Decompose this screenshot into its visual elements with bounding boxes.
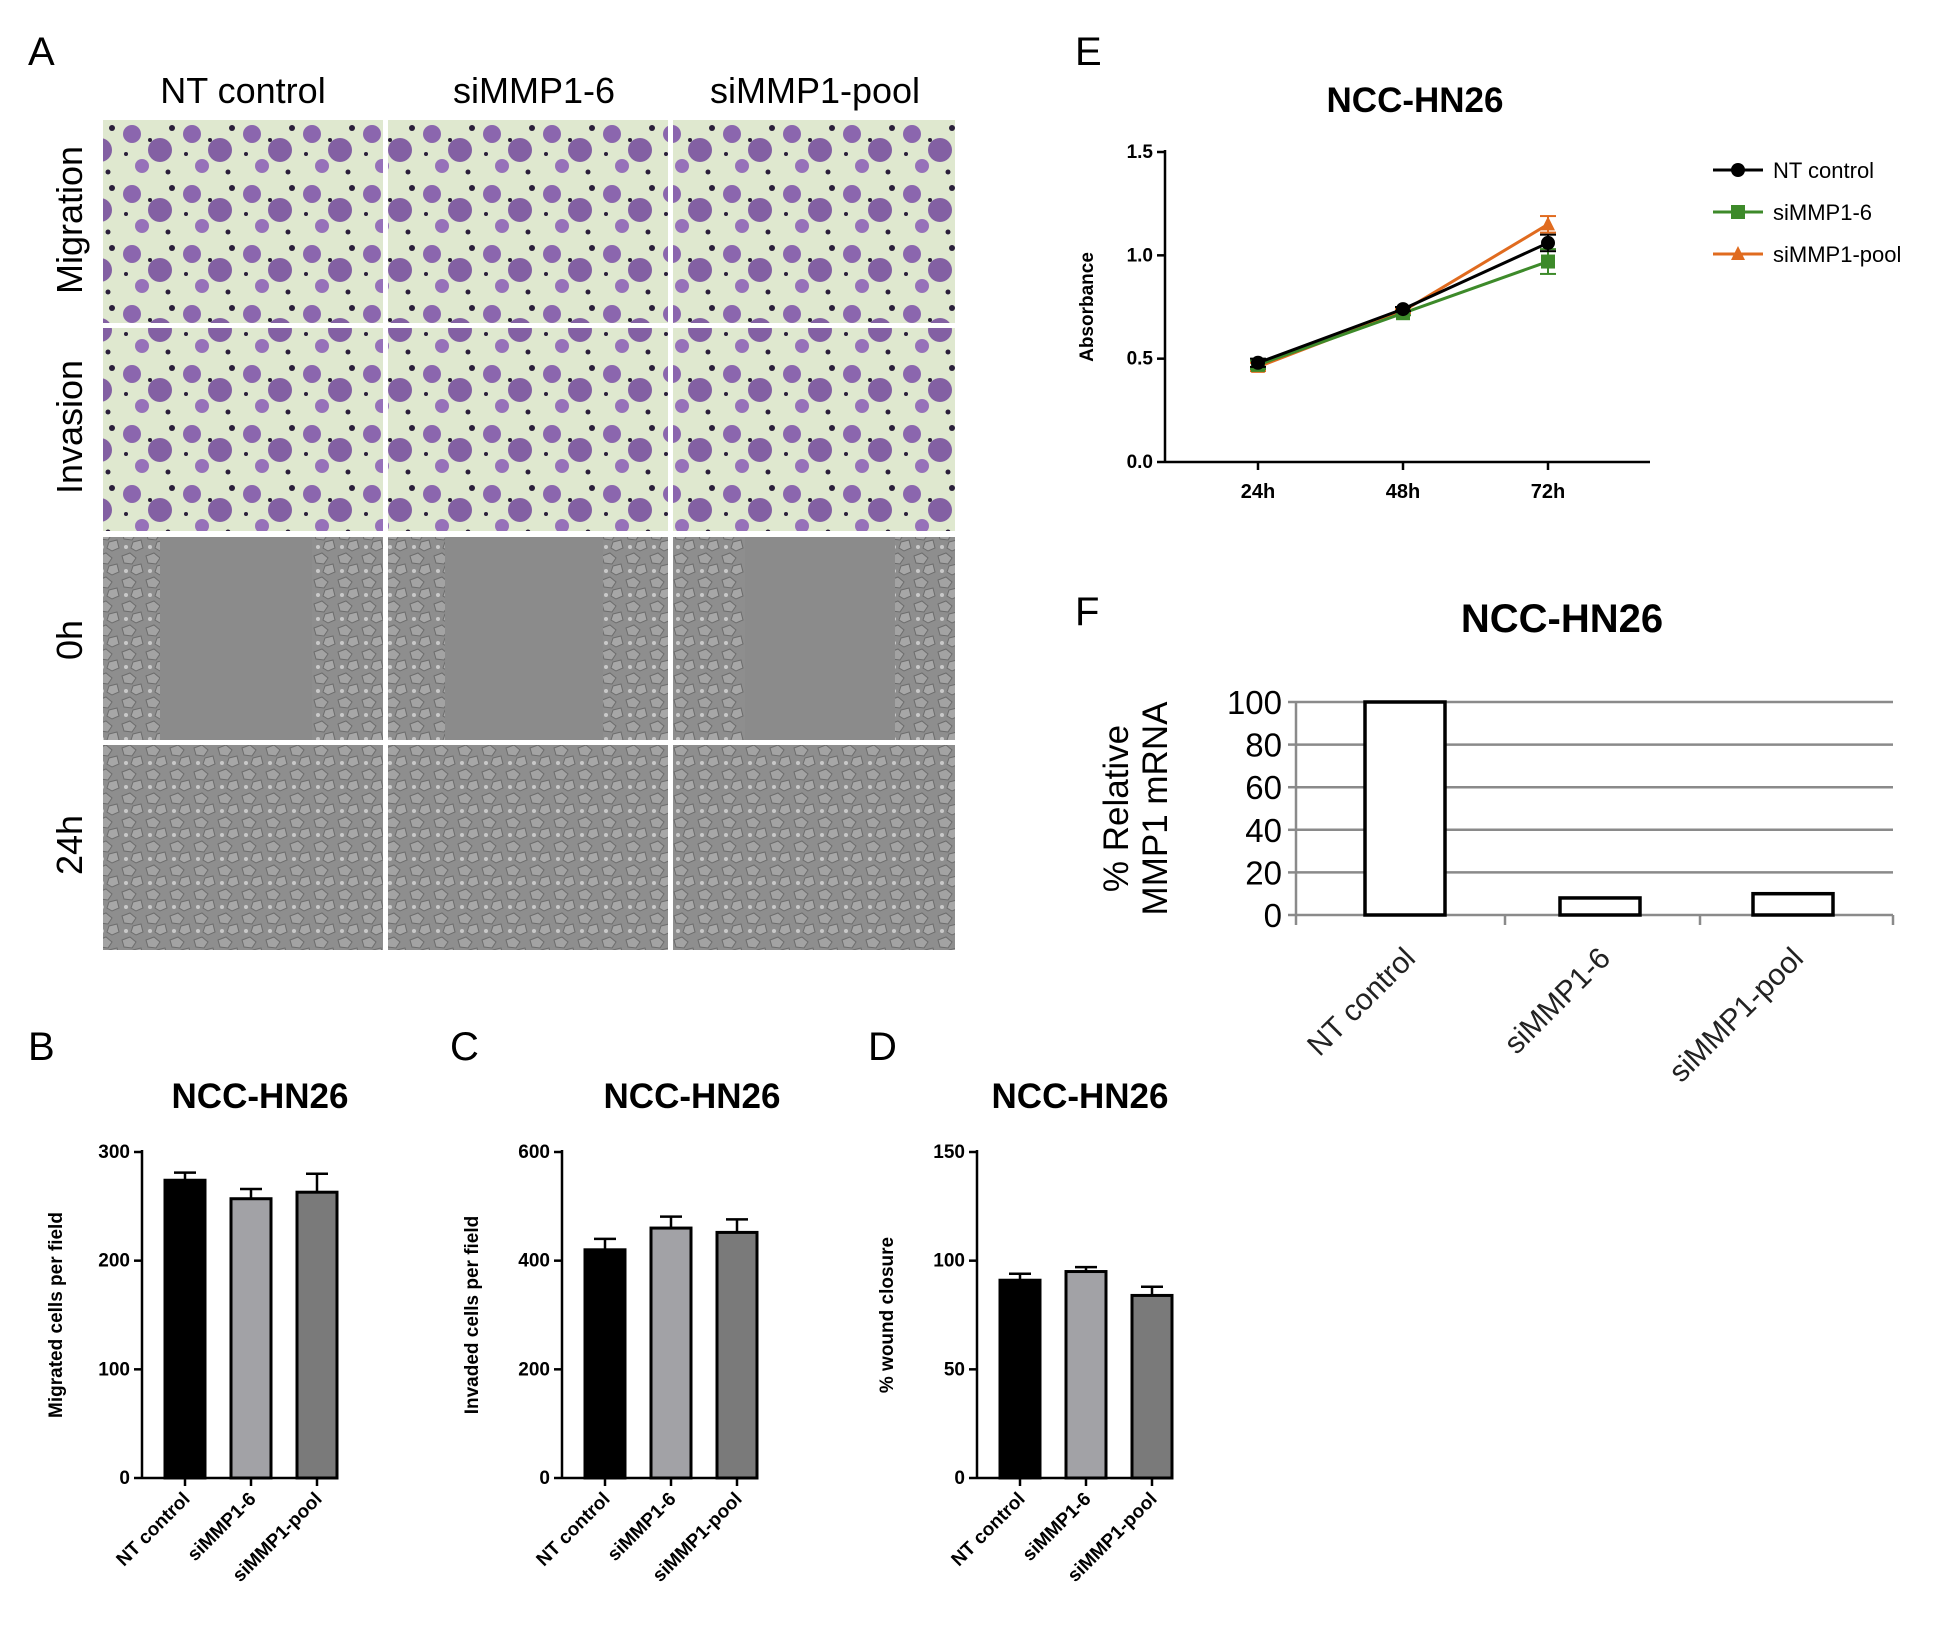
bar-simmp1-pool [295, 1190, 339, 1480]
micrograph-invasion-simmp1-pool [673, 328, 955, 531]
bar-nt-control [583, 1248, 627, 1480]
y-tick-label-100: 100 [1227, 684, 1282, 721]
y-tick-label-1-5: 1.5 [1127, 142, 1154, 163]
y-tick-label-200: 200 [98, 1251, 130, 1272]
bar-simmp1-6 [1558, 896, 1642, 917]
micrograph-migration-nt-control [103, 120, 383, 323]
row-label-24h: 24h [49, 815, 90, 875]
chart-d-wound-closure: NCC-HN26 % wound closure 0 50 100 150 NT contr… [877, 1077, 1174, 1586]
micrograph-24h-nt-control [103, 745, 383, 950]
row-label-migration: Migration [49, 146, 90, 294]
y-axis-label: Invaded cells per field [462, 1216, 483, 1415]
y-axis-label-line-2: MMP1 mRNA [1136, 701, 1175, 916]
legend-label-simmp1-pool: siMMP1-pool [1773, 242, 1901, 267]
y-tick-label-100: 100 [98, 1359, 130, 1380]
chart-c-invaded-cells: NCC-HN26 Invaded cells per field 0 200 400 60… [462, 1077, 780, 1586]
point-simmp1-6-72h [1541, 254, 1555, 269]
point-nt-control-24h [1251, 355, 1265, 370]
bar-nt-control [163, 1178, 207, 1480]
x-tick-label-48h: 48h [1386, 481, 1420, 503]
micrograph-migration-simmp1-pool [673, 120, 955, 323]
x-tick-label-nt-control: NT control [948, 1489, 1030, 1571]
x-tick-label-24h: 24h [1241, 481, 1275, 503]
y-tick-label-150: 150 [933, 1142, 965, 1163]
x-tick-label-nt-control: NT control [533, 1489, 615, 1571]
row-label-invasion: Invasion [49, 360, 90, 494]
panel-letter-e: E [1075, 30, 1102, 74]
y-axis-label: % wound closure [877, 1237, 898, 1393]
bar-simmp1-6 [649, 1226, 693, 1480]
y-tick-label-0-0: 0.0 [1127, 452, 1153, 473]
micrograph-0h-simmp1-pool [673, 537, 955, 740]
x-tick-label-simmp1-pool: siMMP1-pool [1663, 942, 1810, 1089]
y-tick-label-600: 600 [518, 1142, 550, 1163]
bar-nt-control [998, 1278, 1042, 1480]
y-axis-label: Migrated cells per field [46, 1212, 67, 1418]
panel-letter-f: F [1075, 590, 1099, 634]
x-tick-label-simmp1-6: siMMP1-6 [1498, 942, 1617, 1061]
bar-nt-control [1363, 700, 1447, 917]
bar-simmp1-pool [1751, 891, 1835, 917]
chart-title: NCC-HN26 [1461, 597, 1663, 641]
y-tick-label-60: 60 [1245, 769, 1282, 806]
column-label-simmp1-6: siMMP1-6 [453, 70, 615, 111]
column-label-simmp1-pool: siMMP1-pool [710, 70, 920, 111]
y-tick-label-80: 80 [1245, 727, 1282, 764]
micrograph-0h-simmp1-6 [388, 537, 668, 740]
panel-letter-b: B [28, 1025, 55, 1069]
point-nt-control-72h [1541, 235, 1555, 250]
chart-title: NCC-HN26 [604, 1077, 781, 1116]
chart-title: NCC-HN26 [172, 1077, 349, 1116]
y-tick-label-100: 100 [933, 1251, 965, 1272]
micrograph-0h-nt-control [103, 537, 383, 740]
panel-letter-c: C [450, 1025, 479, 1069]
panel-a-micrograph-grid: NT control siMMP1-6 siMMP1-pool Migratio… [49, 70, 955, 950]
chart-title: NCC-HN26 [1327, 81, 1504, 120]
legend-marker-simmp1-pool [1731, 246, 1745, 260]
y-tick-label-0: 0 [539, 1468, 550, 1489]
chart-b-migrated-cells: NCC-HN26 Migrated cells per field 0 100 200 3… [46, 1077, 348, 1586]
chart-e-absorbance: NCC-HN26 Absorbance 0.0 0.5 1.0 1.5 24h 48h 72h N… [1077, 81, 1901, 503]
micrograph-invasion-simmp1-6 [388, 328, 668, 531]
y-axis-label-line-1: % Relative [1097, 725, 1136, 892]
y-tick-label-0-5: 0.5 [1127, 349, 1154, 370]
bar-simmp1-pool [715, 1230, 759, 1480]
bar-simmp1-6 [229, 1197, 273, 1480]
micrograph-24h-simmp1-pool [673, 745, 955, 950]
y-tick-label-1-0: 1.0 [1127, 245, 1153, 266]
row-label-0h: 0h [49, 620, 90, 660]
y-tick-label-400: 400 [518, 1251, 550, 1272]
legend-label-simmp1-6: siMMP1-6 [1773, 200, 1872, 225]
x-tick-label-nt-control: NT control [1301, 942, 1422, 1063]
y-tick-label-20: 20 [1245, 854, 1282, 891]
x-tick-label-nt-control: NT control [113, 1489, 195, 1571]
panel-letter-a: A [28, 30, 55, 74]
y-tick-label-200: 200 [518, 1359, 550, 1380]
micrograph-invasion-nt-control [103, 328, 383, 531]
column-label-nt-control: NT control [160, 70, 325, 111]
y-tick-label-40: 40 [1245, 812, 1282, 849]
bar-simmp1-6 [1064, 1270, 1108, 1480]
x-tick-label-72h: 72h [1531, 481, 1565, 503]
chart-title: NCC-HN26 [992, 1077, 1169, 1116]
point-nt-control-48h [1396, 302, 1410, 317]
y-tick-label-50: 50 [944, 1359, 965, 1380]
y-tick-label-300: 300 [98, 1142, 130, 1163]
legend-marker-nt-control [1731, 163, 1745, 177]
y-tick-label-0: 0 [954, 1468, 965, 1489]
y-tick-label-0: 0 [119, 1468, 130, 1489]
micrograph-24h-simmp1-6 [388, 745, 668, 950]
bar-simmp1-pool [1130, 1293, 1174, 1480]
y-tick-label-0: 0 [1264, 897, 1282, 934]
legend-marker-simmp1-6 [1731, 205, 1745, 219]
panel-letter-d: D [868, 1025, 897, 1069]
legend-label-nt-control: NT control [1773, 158, 1874, 183]
chart-f-relative-mmp1-mrna: NCC-HN26 % Relative MMP1 mRNA 0 20 40 60 80 100 N… [1097, 597, 1895, 1089]
micrograph-migration-simmp1-6 [388, 120, 668, 323]
point-simmp1-pool-72h [1541, 216, 1555, 231]
y-axis-label: Absorbance [1077, 252, 1098, 362]
